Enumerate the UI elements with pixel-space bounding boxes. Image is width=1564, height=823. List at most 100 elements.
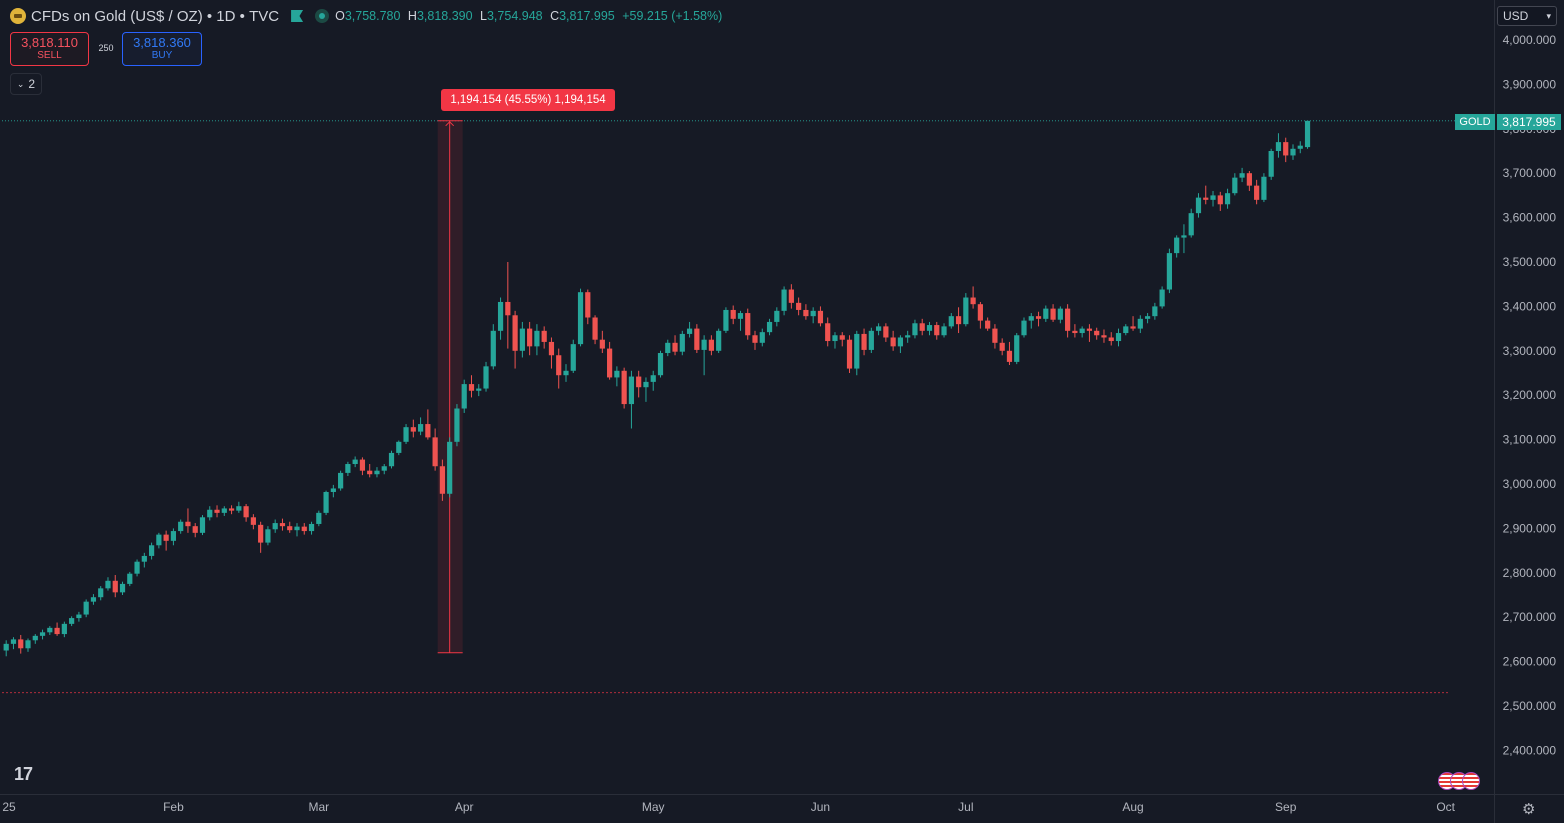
candle-body: [1079, 328, 1085, 334]
candle-body: [316, 512, 322, 524]
spread-value: 250: [98, 43, 114, 53]
candle-body: [258, 524, 264, 543]
open-value: 3,758.780: [344, 9, 401, 23]
interval-label[interactable]: 1D: [216, 7, 236, 25]
candle-body: [1239, 173, 1245, 178]
candle-body: [803, 309, 809, 317]
candle-body: [556, 355, 562, 376]
x-tick-label: Aug: [1122, 800, 1143, 814]
candle-body: [679, 333, 685, 352]
economic-events[interactable]: [1438, 772, 1488, 790]
candle-body: [32, 635, 38, 641]
candle-body: [199, 517, 206, 533]
candle-body: [236, 506, 242, 511]
candle-body: [483, 366, 489, 389]
tradingview-logo-icon[interactable]: 17: [14, 764, 33, 784]
x-tick-label: Jun: [811, 800, 830, 814]
candle-body: [505, 301, 511, 316]
y-tick-label: 3,300.000: [1503, 344, 1557, 358]
x-tick-label: 25: [2, 800, 16, 814]
candle-body: [359, 459, 366, 471]
candle-body: [10, 639, 17, 644]
candle-body: [468, 384, 475, 391]
indicators-count: 2: [28, 77, 36, 91]
candle-body: [388, 452, 395, 467]
candle-body: [1035, 316, 1042, 319]
candle-body: [701, 339, 707, 350]
candle-body: [519, 328, 525, 351]
candle-body: [228, 508, 235, 511]
x-tick-label: Oct: [1436, 800, 1455, 814]
candle-body: [1115, 333, 1122, 342]
candle-body: [330, 488, 336, 492]
candle-body: [1028, 316, 1034, 321]
candle-body: [447, 441, 453, 494]
candle-body: [686, 328, 693, 334]
candle-body: [730, 309, 736, 319]
candle-body: [127, 573, 133, 584]
sell-button[interactable]: 3,818.110 SELL: [10, 32, 89, 66]
symbol-title[interactable]: CFDs on Gold (US$ / OZ): [31, 7, 203, 25]
high-label: H: [407, 9, 417, 23]
candle-body: [287, 526, 293, 531]
candle-body: [636, 376, 642, 388]
candle-body: [839, 335, 845, 340]
candle-body: [301, 526, 307, 532]
candle-body: [854, 333, 860, 369]
candle-body: [18, 639, 24, 649]
candle-body: [403, 427, 409, 442]
candle-body: [534, 330, 540, 347]
candle-body: [1057, 308, 1063, 320]
settings-icon[interactable]: ⚙: [1522, 801, 1536, 818]
candle-body: [650, 375, 656, 382]
candle-body: [868, 330, 874, 350]
candle-body: [774, 310, 780, 322]
candle-body: [1072, 330, 1078, 334]
candle-body: [912, 323, 918, 336]
candle-body: [512, 315, 518, 351]
candle-body: [352, 459, 358, 465]
candle-body: [178, 521, 184, 532]
candle-body: [1021, 320, 1027, 336]
candle-body: [970, 297, 976, 305]
candle-body: [883, 326, 889, 338]
candle-body: [1014, 335, 1020, 362]
candle-body: [1188, 213, 1194, 236]
candle-body: [90, 597, 97, 602]
candle-body: [1275, 142, 1282, 151]
candle-body: [345, 464, 351, 473]
currency-select[interactable]: USD ▾: [1497, 6, 1557, 26]
candle-body: [926, 325, 933, 331]
candle-body: [716, 330, 722, 351]
candle-body: [1101, 335, 1107, 338]
candle-body: [185, 521, 191, 527]
candle-body: [47, 627, 53, 633]
buy-button[interactable]: 3,818.360 BUY: [122, 32, 202, 66]
candle-body: [476, 388, 482, 391]
indicators-toggle[interactable]: ⌄ 2: [10, 73, 42, 95]
last-price-label: 3,817.995: [1497, 114, 1561, 130]
y-tick-label: 3,200.000: [1503, 388, 1557, 402]
candle-body: [134, 561, 140, 574]
close-value: 3,817.995: [559, 9, 615, 23]
x-tick-label: Jul: [958, 800, 973, 814]
us-flag-icon[interactable]: [1462, 772, 1480, 790]
measure-label[interactable]: 1,194.154 (45.55%) 1,194,154: [441, 89, 615, 111]
flag-icon[interactable]: [291, 10, 304, 22]
candle-body: [992, 328, 998, 343]
close-label: C: [550, 9, 560, 23]
candle-body: [1086, 328, 1093, 331]
candle-body: [1203, 197, 1209, 200]
candle-body: [1261, 176, 1267, 200]
candle-body: [788, 289, 794, 303]
candle-body: [1210, 195, 1216, 200]
market-status-icon[interactable]: [315, 9, 330, 23]
candle-body: [577, 292, 584, 345]
candle-body: [170, 531, 177, 541]
y-tick-label: 2,800.000: [1503, 566, 1557, 580]
candle-body: [338, 472, 344, 489]
candle-body: [1283, 142, 1289, 156]
y-tick-label: 2,400.000: [1503, 743, 1557, 757]
